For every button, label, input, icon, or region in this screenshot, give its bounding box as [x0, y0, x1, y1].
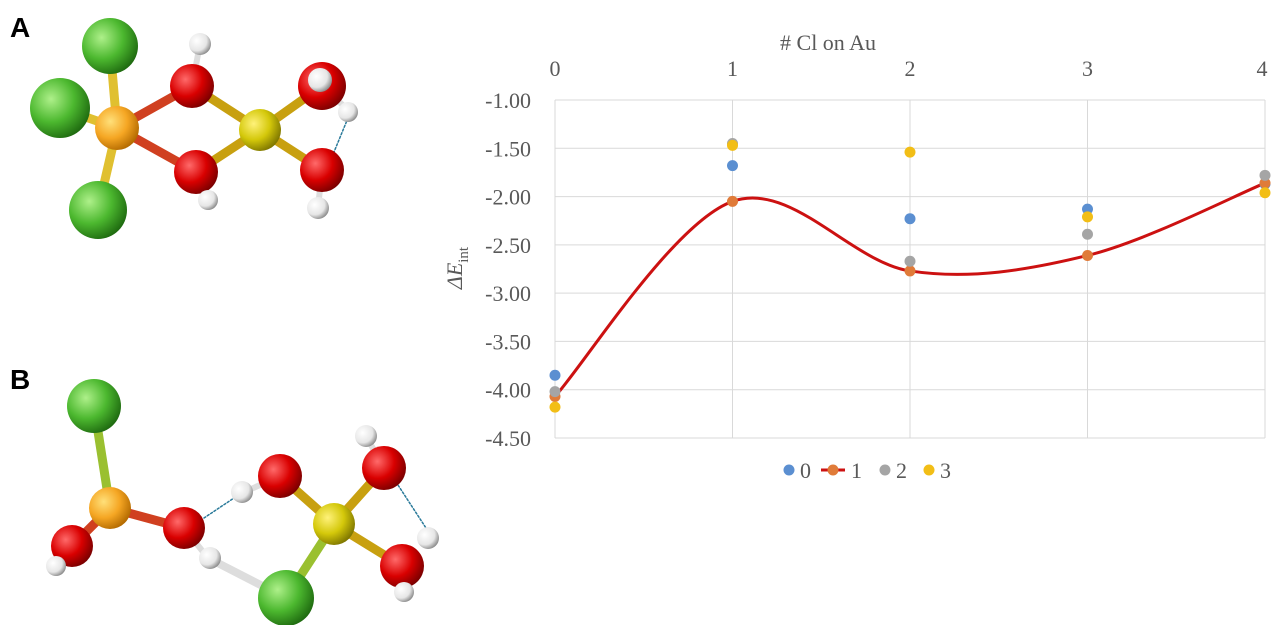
series-3-point [904, 146, 916, 158]
series-2-point [549, 386, 561, 398]
y-tick-label: -3.50 [485, 329, 531, 354]
series-2-point [904, 255, 916, 267]
x-tick-label: 2 [905, 56, 916, 81]
panel-label-a: A [10, 12, 31, 43]
series-3-point [727, 139, 738, 151]
y-tick-label: -4.50 [485, 426, 531, 451]
legend-label-2: 2 [896, 458, 907, 483]
series-1-trendline [553, 181, 1266, 398]
y-axis-ticks: -1.00 -1.50 -2.00 -2.50 -3.00 -3.50 -4.00 -4.50 [485, 88, 531, 451]
series-3-point [1259, 187, 1271, 199]
molecule-a-image [30, 18, 358, 239]
legend-marker-1 [827, 464, 839, 476]
x-axis-title: # Cl on Au [780, 30, 876, 55]
series-1-point [1082, 249, 1093, 261]
series-1-point [904, 265, 916, 277]
y-tick-label: -1.00 [485, 88, 531, 113]
legend-marker-3 [923, 464, 935, 476]
series-0-point [549, 369, 561, 381]
legend-label-3: 3 [940, 458, 951, 483]
series-1-point [727, 195, 738, 207]
y-tick-label: -3.00 [485, 281, 531, 306]
series-2-point [1259, 169, 1271, 181]
series-0-point [1082, 203, 1093, 215]
y-axis-title: ΔEint [442, 246, 472, 290]
legend-label-1: 1 [851, 458, 862, 483]
x-tick-label: 3 [1082, 56, 1093, 81]
y-tick-label: -4.00 [485, 378, 531, 403]
series-2-point [1082, 228, 1093, 240]
legend-marker-2 [879, 464, 891, 476]
series-3-point [1082, 211, 1093, 223]
x-tick-label: 0 [550, 56, 561, 81]
panel-label-b: B [10, 364, 31, 395]
series-1-point [1259, 177, 1271, 189]
legend-marker-0 [783, 464, 795, 476]
x-tick-label: 4 [1257, 56, 1268, 81]
x-tick-label: 1 [727, 56, 738, 81]
y-tick-label: -1.50 [485, 136, 531, 161]
x-axis-ticks: 0 1 2 3 4 [550, 56, 1268, 81]
chart-legend: 0 1 2 3 [783, 458, 951, 483]
y-axis-title-sub: int [456, 246, 472, 263]
y-tick-label: -2.50 [485, 233, 531, 258]
series-0-point [727, 160, 738, 172]
y-tick-label: -2.00 [485, 185, 531, 210]
series-0-point [904, 213, 916, 225]
y-axis-title-main: ΔE [442, 262, 467, 290]
data-points [549, 137, 1271, 413]
series-3-point [549, 401, 561, 413]
legend-label-0: 0 [800, 458, 811, 483]
